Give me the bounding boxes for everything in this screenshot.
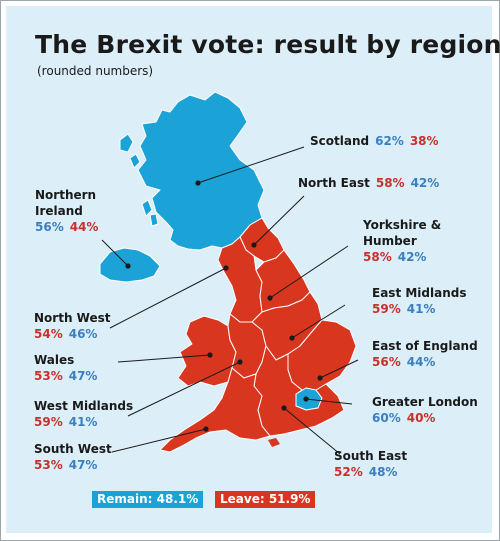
region-name: Yorkshire & bbox=[363, 218, 442, 232]
remain-percent: 60% bbox=[372, 411, 401, 425]
leader-lines bbox=[101, 146, 359, 455]
region-shape-scotland-isles bbox=[119, 133, 159, 227]
remain-percent: 47% bbox=[68, 369, 98, 383]
leave-percent: 44% bbox=[69, 220, 99, 234]
leave-percent: 58% bbox=[375, 176, 405, 190]
leave-percent: 38% bbox=[409, 134, 439, 148]
leave-percent: 53% bbox=[34, 458, 63, 472]
region-name-line-2: Ireland bbox=[35, 204, 83, 218]
leave-percent: 56% bbox=[372, 355, 401, 369]
region-name: East Midlands bbox=[372, 286, 467, 300]
region-label-northern-ireland: Northern Ireland 56% 44% bbox=[35, 187, 98, 235]
remain-percent: 62% bbox=[375, 134, 404, 148]
region-label-scotland: Scotland 62% 38% bbox=[310, 133, 439, 149]
region-name: North West bbox=[34, 311, 111, 325]
region-label-greater-london: Greater London 60% 40% bbox=[372, 394, 478, 426]
region-label-east-midlands: East Midlands 59% 41% bbox=[372, 285, 466, 317]
remain-percent: 56% bbox=[35, 220, 64, 234]
region-label-west-midlands: West Midlands 59% 41% bbox=[34, 398, 133, 430]
region-name: Northern bbox=[35, 188, 97, 202]
leave-percent: 54% bbox=[34, 327, 63, 341]
region-label-south-east: South East 52% 48% bbox=[334, 448, 407, 480]
page-subtitle: (rounded numbers) bbox=[37, 64, 154, 78]
region-shape-south-west[interactable] bbox=[159, 367, 271, 453]
leave-percent: 59% bbox=[34, 415, 63, 429]
leave-total-badge: Leave: 51.9% bbox=[215, 491, 316, 508]
region-label-south-west: South West 53% 47% bbox=[34, 441, 112, 473]
remain-total-badge: Remain: 48.1% bbox=[92, 491, 204, 508]
region-label-north-west: North West 54% 46% bbox=[34, 310, 111, 342]
leader-dots bbox=[125, 180, 323, 432]
region-label-north-east: North East 58% 42% bbox=[298, 175, 439, 191]
region-name: West Midlands bbox=[34, 399, 134, 413]
page-title: The Brexit vote: result by regions bbox=[35, 30, 500, 59]
region-label-east-of-england: East of England 56% 44% bbox=[372, 338, 478, 370]
remain-percent: 48% bbox=[368, 465, 398, 479]
leave-percent: 53% bbox=[34, 369, 63, 383]
region-label-yorkshire-humber: Yorkshire & Humber 58% 42% bbox=[363, 217, 441, 265]
leave-percent: 59% bbox=[372, 302, 401, 316]
region-name-line-2: Humber bbox=[363, 234, 417, 248]
region-name: Scotland bbox=[310, 134, 370, 148]
remain-percent: 47% bbox=[68, 458, 98, 472]
remain-percent: 42% bbox=[397, 250, 427, 264]
remain-percent: 46% bbox=[68, 327, 98, 341]
remain-percent: 41% bbox=[406, 302, 436, 316]
region-shape-scotland[interactable] bbox=[137, 91, 265, 251]
region-name: East of England bbox=[372, 339, 478, 353]
remain-percent: 41% bbox=[68, 415, 98, 429]
leave-percent: 40% bbox=[406, 411, 436, 425]
region-name: South West bbox=[34, 442, 112, 456]
isle-of-wight-shape bbox=[268, 438, 280, 447]
region-name: North East bbox=[298, 176, 370, 190]
region-name: Wales bbox=[34, 353, 75, 367]
region-shape-wales[interactable] bbox=[177, 315, 237, 387]
leave-percent: 52% bbox=[334, 465, 363, 479]
remain-percent: 42% bbox=[410, 176, 440, 190]
remain-percent: 44% bbox=[406, 355, 436, 369]
region-label-wales: Wales 53% 47% bbox=[34, 352, 97, 384]
region-name: Greater London bbox=[372, 395, 478, 409]
region-name: South East bbox=[334, 449, 408, 463]
leave-percent: 58% bbox=[363, 250, 392, 264]
